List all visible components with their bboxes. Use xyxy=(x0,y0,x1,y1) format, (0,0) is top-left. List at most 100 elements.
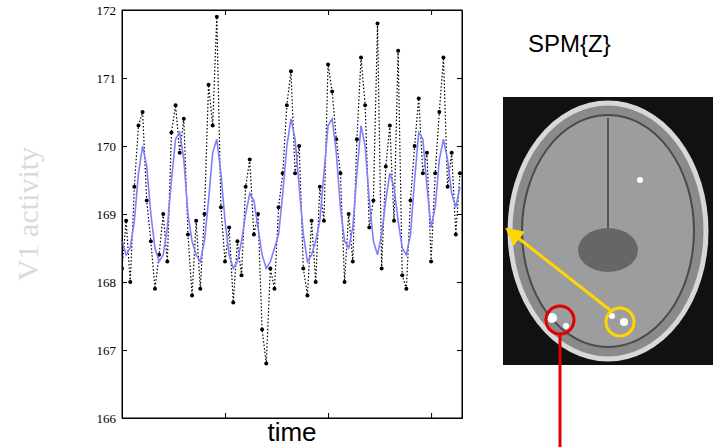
data-point xyxy=(231,300,235,304)
tick-label: 170 xyxy=(97,139,117,154)
data-point xyxy=(149,239,153,243)
data-point xyxy=(165,260,169,264)
data-point xyxy=(413,144,417,148)
data-point xyxy=(433,171,437,175)
data-point xyxy=(182,117,186,121)
data-point xyxy=(235,239,239,243)
tick-mark xyxy=(225,10,226,15)
data-point xyxy=(153,287,157,291)
axis xyxy=(123,10,463,15)
tick xyxy=(225,413,226,418)
data-point xyxy=(293,171,297,175)
data-point xyxy=(285,103,289,107)
data-point xyxy=(388,124,392,128)
data-point xyxy=(219,205,223,209)
data-point xyxy=(161,212,165,216)
data-point xyxy=(458,171,462,175)
data-point xyxy=(174,103,178,107)
annotation: SPM{Z} xyxy=(528,30,611,57)
brain xyxy=(522,115,694,347)
data-point xyxy=(359,56,363,60)
data-point xyxy=(347,212,351,216)
activation-blob xyxy=(637,177,643,183)
data-point xyxy=(396,49,400,53)
yellow-circle xyxy=(606,308,634,336)
tick-mark xyxy=(431,413,432,418)
data-point xyxy=(437,110,441,114)
data-point xyxy=(132,185,136,189)
data-point xyxy=(190,294,194,298)
y-axis-title: V1 activity xyxy=(11,147,44,281)
data-point xyxy=(128,280,132,284)
series-line xyxy=(122,17,460,364)
data-point xyxy=(404,287,408,291)
tick xyxy=(225,10,226,15)
data-point xyxy=(326,62,330,66)
tick-mark xyxy=(122,78,127,79)
data-point xyxy=(446,185,450,189)
brain-image xyxy=(503,97,713,447)
chart: 166167168169170171172V1 activitytimeSPM{… xyxy=(0,0,716,447)
tick-mark xyxy=(328,413,329,418)
tick-mark xyxy=(328,10,329,15)
tick xyxy=(457,78,462,79)
data-point xyxy=(207,83,211,87)
skull xyxy=(510,103,706,359)
data-point xyxy=(310,219,314,223)
data-point xyxy=(198,287,202,291)
tick-label: 169 xyxy=(97,207,117,222)
data-point xyxy=(215,15,219,19)
tick-label: 167 xyxy=(97,343,117,358)
tick xyxy=(457,282,462,283)
data-point xyxy=(429,260,433,264)
tick xyxy=(457,350,462,351)
data-point xyxy=(186,232,190,236)
data-point xyxy=(376,22,380,26)
plot-area xyxy=(122,15,462,366)
data-point xyxy=(305,294,309,298)
data-point xyxy=(351,260,355,264)
data-point xyxy=(141,110,145,114)
data-point xyxy=(392,219,396,223)
data-point xyxy=(408,198,412,202)
tick-mark xyxy=(122,214,127,215)
data-point xyxy=(421,171,425,175)
data-point xyxy=(248,158,252,162)
data-point xyxy=(252,232,256,236)
data-point xyxy=(169,130,173,134)
tick-mark xyxy=(431,10,432,15)
data-point xyxy=(260,328,264,332)
tick-mark xyxy=(225,413,226,418)
tick-mark xyxy=(457,350,462,351)
data-point xyxy=(417,96,421,100)
tick-label: 166 xyxy=(97,411,117,426)
tick-mark xyxy=(122,146,127,147)
data-point xyxy=(441,56,445,60)
data-point xyxy=(297,144,301,148)
image-background xyxy=(503,97,713,365)
activation-blob xyxy=(563,323,569,329)
tick xyxy=(431,413,432,418)
data-point xyxy=(124,219,128,223)
tick-label: 171 xyxy=(97,71,117,86)
data-point xyxy=(240,273,244,277)
data-point xyxy=(211,124,215,128)
red-pointer xyxy=(559,334,562,447)
data-point xyxy=(450,151,454,155)
series-line xyxy=(122,119,460,269)
data-point xyxy=(227,226,231,230)
activation-blob xyxy=(620,318,628,326)
data-point xyxy=(367,226,371,230)
yellow-arrow xyxy=(508,230,610,310)
data-point xyxy=(380,266,384,270)
data-point xyxy=(202,212,206,216)
data-point xyxy=(268,266,272,270)
tick xyxy=(328,413,329,418)
data-point xyxy=(301,266,305,270)
data-point xyxy=(277,205,281,209)
data-point xyxy=(314,280,318,284)
data-point xyxy=(136,124,140,128)
data-point xyxy=(178,151,182,155)
data-point xyxy=(363,103,367,107)
tick-mark xyxy=(457,282,462,283)
